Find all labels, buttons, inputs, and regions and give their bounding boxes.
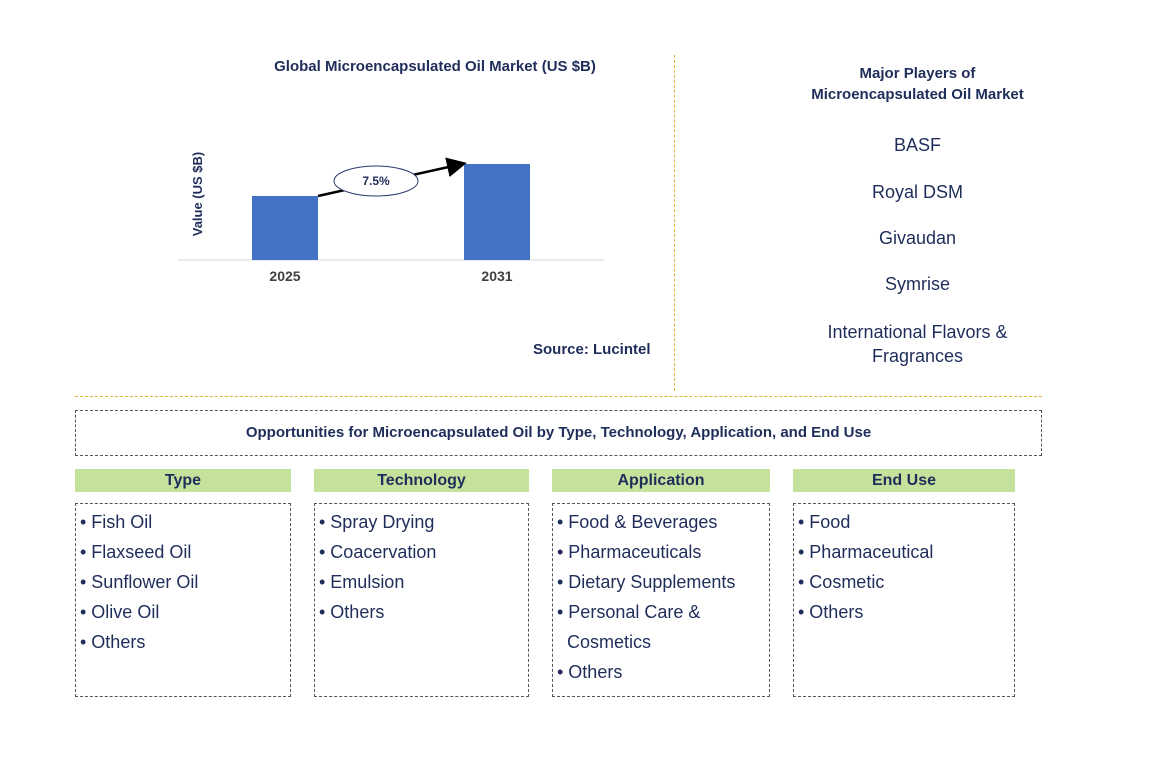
vertical-divider <box>674 55 675 391</box>
chart-title: Global Microencapsulated Oil Market (US … <box>274 58 596 75</box>
list-item: • Emulsion <box>319 572 405 592</box>
y-axis-label: Value (US $B) <box>190 152 205 237</box>
type-list: • Fish Oil • Flaxseed Oil • Sunflower Oi… <box>75 503 291 697</box>
list-item: • Others <box>557 662 623 682</box>
list-item: • Others <box>319 602 385 622</box>
bar-2025 <box>252 196 318 260</box>
list-item: • Coacervation <box>319 542 437 562</box>
player-item: Givaudan <box>878 228 957 248</box>
source-label: Source: Lucintel <box>533 341 651 358</box>
cagr-annotation: 7.5% <box>317 157 467 198</box>
list-item: • Dietary Supplements <box>557 572 736 592</box>
list-item: • Food <box>798 512 851 532</box>
player-item: Royal DSM <box>871 182 964 202</box>
list-item: • Pharmaceuticals <box>557 542 702 562</box>
bar-chart: Value (US $B) 2025 2031 7.5% <box>178 152 604 284</box>
cagr-bubble <box>333 165 419 197</box>
application-list: • Food & Beverages • Pharmaceuticals • D… <box>552 503 770 697</box>
x-tick-label: 2025 <box>269 268 300 284</box>
x-ticks-group: 2025 2031 <box>269 268 512 284</box>
list-item: Cosmetics <box>557 632 652 652</box>
list-item: • Pharmaceutical <box>798 542 934 562</box>
bars-group <box>252 164 530 260</box>
player-item: Symrise <box>884 274 950 294</box>
players-title: Major Players of Microencapsulated Oil M… <box>760 63 1075 105</box>
list-item: • Others <box>798 602 864 622</box>
application-header: Application <box>552 469 770 492</box>
x-tick-label: 2031 <box>481 268 512 284</box>
technology-header: Technology <box>314 469 529 492</box>
list-item: • Food & Beverages <box>557 512 718 532</box>
end-use-header: End Use <box>793 469 1015 492</box>
list-item: • Flaxseed Oil <box>80 542 192 562</box>
list-item: • Sunflower Oil <box>80 572 199 592</box>
type-column: Type • Fish Oil • Flaxseed Oil • Sunflow… <box>75 469 291 697</box>
list-item: • Olive Oil <box>80 602 160 622</box>
opportunities-box: Opportunities for Microencapsulated Oil … <box>75 410 1042 456</box>
players-title-line1: Major Players of <box>859 65 976 82</box>
end-use-list: • Food • Pharmaceutical • Cosmetic • Oth… <box>793 503 1015 697</box>
list-item: • Personal Care & <box>557 602 701 622</box>
opportunities-title: Opportunities for Microencapsulated Oil … <box>245 424 872 441</box>
player-item: International Flavors & <box>827 322 1008 342</box>
horizontal-divider <box>75 396 1042 397</box>
application-column: Application • Food & Beverages • Pharmac… <box>552 469 770 697</box>
players-title-line2: Microencapsulated Oil Market <box>811 86 1024 103</box>
bar-2031 <box>464 164 530 260</box>
list-item: • Spray Drying <box>319 512 435 532</box>
technology-column: Technology • Spray Drying • Coacervation… <box>314 469 529 697</box>
type-header: Type <box>75 469 291 492</box>
list-item: • Fish Oil <box>80 512 153 532</box>
list-item: • Others <box>80 632 146 652</box>
list-item: • Cosmetic <box>798 572 885 592</box>
cagr-label: 7.5% <box>362 174 390 188</box>
player-item: BASF <box>893 135 941 155</box>
player-item: Fragrances <box>871 346 964 366</box>
technology-list: • Spray Drying • Coacervation • Emulsion… <box>314 503 529 697</box>
end-use-column: End Use • Food • Pharmaceutical • Cosmet… <box>793 469 1015 697</box>
